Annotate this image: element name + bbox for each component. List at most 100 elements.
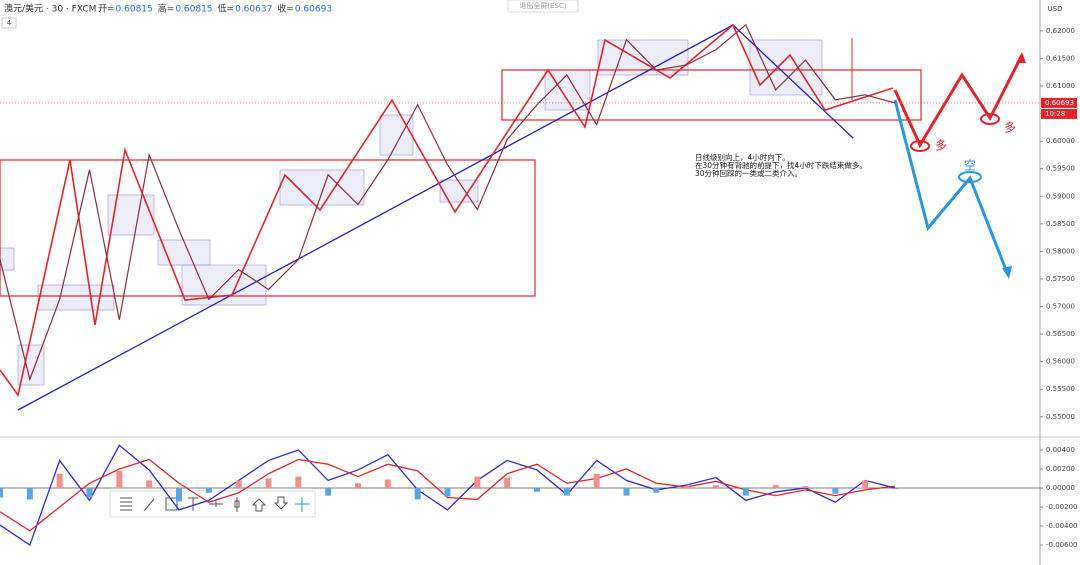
- tool-hline[interactable]: [209, 501, 223, 507]
- histogram-bar: [742, 488, 749, 496]
- marker: [980, 113, 1000, 125]
- histogram-bar: [86, 488, 93, 498]
- histogram-bar: [474, 476, 481, 489]
- drawing-toolbar: [109, 490, 316, 518]
- y-tick-label: 0.57500: [1046, 275, 1075, 283]
- range-rect: [0, 159, 536, 297]
- histogram-bar: [205, 488, 212, 493]
- histogram-bar: [146, 480, 153, 489]
- tool-down[interactable]: [273, 496, 289, 510]
- ohlc: 开= 0.60815 高= 0.60815 低= 0.60637 收= 0.60693: [98, 3, 332, 15]
- note-line: 30分钟回踩的一类或二类介入。: [695, 168, 802, 178]
- y-tick-label: 0.62000: [1046, 27, 1075, 35]
- histogram-bar: [802, 486, 809, 489]
- tool-trend[interactable]: [143, 498, 155, 512]
- last-price-badge: [1041, 97, 1077, 108]
- ohlc-label: 开=: [98, 4, 115, 15]
- ohlc-label: 高=: [158, 3, 175, 15]
- y-tick-label: 0.00200: [1046, 465, 1075, 473]
- histogram-bar: [325, 488, 332, 496]
- marker: [910, 140, 930, 152]
- projection-arrow: [893, 54, 1024, 149]
- histogram-bar: [265, 478, 272, 489]
- label-long: 多: [935, 139, 947, 153]
- y-tick-label: 0.00400: [1046, 446, 1075, 454]
- ohlc-value: 0.60693: [295, 5, 332, 15]
- trend-line: [732, 24, 854, 139]
- range-boxes: [0, 39, 823, 386]
- y-tick-label: 0.56500: [1046, 330, 1075, 338]
- y-tick-label: 0.61000: [1046, 82, 1075, 90]
- histogram-bar: [653, 488, 660, 493]
- y-tick-label: 0.59500: [1046, 165, 1075, 173]
- histogram-bar: [832, 488, 839, 494]
- histogram-bar: [26, 488, 33, 500]
- exit-fullscreen[interactable]: [507, 0, 579, 13]
- time-label: 10:28: [1045, 110, 1065, 118]
- histogram-bar: [0, 488, 3, 498]
- range-rect: [501, 69, 922, 121]
- tool-lines[interactable]: [120, 497, 132, 511]
- histogram-bar: [563, 488, 570, 496]
- histogram-bar: [116, 470, 123, 489]
- histogram-bar: [892, 488, 898, 489]
- macd-line: [0, 444, 896, 547]
- y-tick-label: 0.55500: [1046, 385, 1075, 393]
- tool-candle[interactable]: [234, 497, 240, 512]
- histogram-bar: [384, 479, 391, 489]
- tool-rect[interactable]: [165, 497, 178, 511]
- histogram-bar: [623, 488, 630, 496]
- y-tick-label: -0.00600: [1046, 541, 1077, 549]
- ohlc-value: 0.60637: [235, 5, 272, 15]
- ohlc-value: 0.60815: [175, 5, 212, 15]
- histogram-bar: [295, 476, 302, 489]
- symbol: 澳元/美元 · 30 · FXCM: [4, 3, 96, 15]
- note-line: 日线级别向上，4小时向下。: [695, 152, 790, 162]
- histogram-bar: [862, 480, 869, 489]
- ohlc-label: 收=: [277, 3, 294, 15]
- histogram-bar: [683, 486, 690, 489]
- last-price: 0.60693: [1045, 99, 1074, 107]
- histogram-bar: [414, 488, 421, 500]
- y-tick-label: 0.55000: [1046, 413, 1075, 421]
- label-long: 多: [1004, 121, 1016, 135]
- histogram-bar: [713, 485, 719, 489]
- histogram-bar: [176, 488, 182, 502]
- tool-text[interactable]: [188, 497, 198, 511]
- y-tick-label: 0.59000: [1046, 192, 1075, 200]
- histogram-bar: [56, 473, 63, 489]
- trend-line: [17, 24, 734, 411]
- y-tick-label: 0.56000: [1046, 358, 1075, 366]
- exit-label: 退出全屏(ESC): [519, 1, 566, 10]
- y-tick-label: 0.61500: [1046, 54, 1075, 62]
- histogram-bar: [593, 473, 600, 489]
- y-tick-label: -0.00200: [1046, 503, 1077, 511]
- label-short: 空: [964, 159, 976, 173]
- y-tick-label: 0.60000: [1046, 137, 1075, 145]
- price-line: [0, 23, 896, 382]
- ohlc-value: 0.60815: [116, 5, 153, 15]
- pane-button[interactable]: [1, 17, 17, 29]
- note-line: 在30分钟有背驰的前提下，找4小时下跌结束做多。: [695, 160, 867, 170]
- ohlc-label: 低=: [218, 3, 235, 15]
- time-badge: [1041, 108, 1077, 119]
- projection-arrow: [893, 99, 1010, 276]
- tool-cross[interactable]: [295, 497, 310, 512]
- marker: [958, 171, 982, 183]
- histogram-bar: [235, 480, 242, 489]
- y-tick-label: 0.00000: [1046, 484, 1075, 492]
- y-tick-label: 0.58000: [1046, 247, 1075, 255]
- pane-count: 4: [7, 19, 12, 27]
- zigzag: [0, 23, 894, 397]
- histogram-bar: [444, 488, 451, 497]
- y-tick-label: 0.58500: [1046, 220, 1075, 228]
- arrow-head: [1016, 52, 1026, 63]
- y-tick-label: 0.57000: [1046, 303, 1075, 311]
- tool-up[interactable]: [251, 498, 267, 512]
- arrow-head: [1002, 266, 1012, 279]
- histogram-bar: [504, 477, 511, 489]
- currency: USD: [1048, 5, 1063, 13]
- y-tick-label: -0.00400: [1046, 522, 1077, 530]
